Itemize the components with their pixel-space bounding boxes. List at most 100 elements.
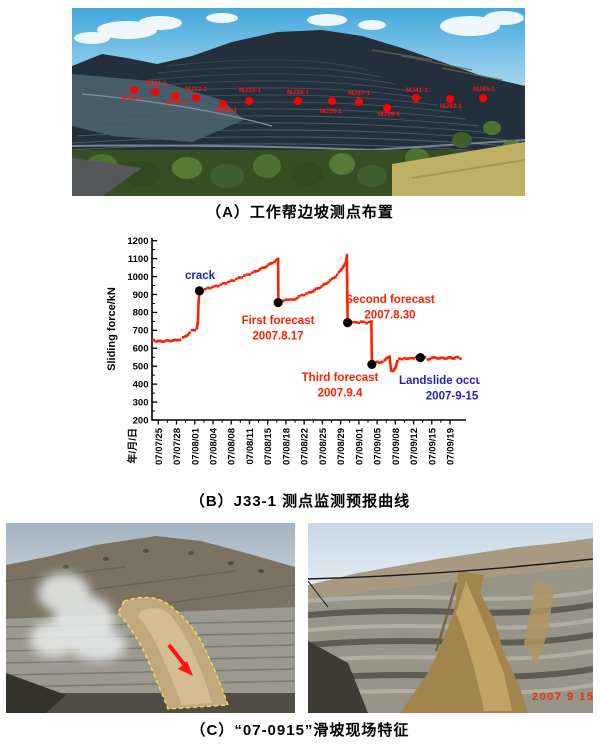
data-marker (273, 260, 276, 264)
data-marker (346, 298, 349, 301)
data-marker (196, 322, 199, 326)
data-marker (388, 355, 391, 358)
annotation-text: 2007.8.30 (364, 310, 415, 322)
annotation-text: 2007.9.4 (318, 388, 363, 400)
bench-line (72, 143, 525, 155)
landslide-overview-svg (6, 523, 295, 713)
data-marker (227, 280, 230, 284)
y-tick-label: 1000 (127, 272, 148, 283)
annotation-text: Third forecast (302, 372, 379, 384)
data-marker (186, 333, 190, 337)
crack-dot (194, 286, 205, 296)
data-marker (334, 275, 337, 279)
monitoring-point-dot (479, 94, 487, 102)
data-marker (196, 313, 200, 317)
monitoring-point-dot (412, 94, 420, 102)
monitoring-point-label: MJ34-1 (287, 89, 309, 96)
data-marker (151, 338, 155, 342)
data-marker (196, 318, 200, 321)
data-marker (195, 324, 199, 328)
x-axis-title: 年/月/日 (126, 428, 139, 464)
data-marker (396, 359, 399, 363)
annotation-text: 2007.8.17 (252, 331, 303, 343)
haul-road (72, 139, 525, 152)
data-marker (398, 357, 401, 360)
monitoring-point-label: MJ37-1 (348, 90, 370, 97)
y-tick-label: 1200 (127, 236, 148, 247)
x-tick-label: 07/09/05 (373, 427, 384, 465)
data-marker (346, 309, 349, 313)
x-tick-label: 07/09/08 (391, 428, 402, 465)
x-tick-label: 07/09/15 (427, 427, 438, 465)
event-dots (194, 286, 425, 370)
data-marker (300, 293, 303, 297)
panel-c-right-photo: 2007 9 15 (308, 523, 593, 713)
data-marker (388, 357, 392, 361)
data-marker (412, 357, 415, 360)
data-marker (240, 276, 243, 279)
data-marker (268, 262, 272, 265)
gully-shadow (434, 582, 458, 652)
data-marker (370, 333, 373, 337)
data-marker (188, 331, 191, 335)
bench-line (157, 66, 382, 78)
data-marker (345, 261, 349, 264)
data-marker (196, 311, 200, 314)
data-marker (277, 294, 280, 298)
data-marker (409, 356, 413, 360)
data-marker (345, 279, 349, 283)
data-marker (178, 338, 182, 342)
data-marker (276, 262, 280, 266)
x-tick-label: 07/08/18 (281, 428, 292, 465)
data-marker (436, 357, 439, 360)
data-marker (357, 321, 361, 325)
data-marker (216, 284, 220, 288)
data-marker (271, 261, 274, 265)
x-tick-label: 07/09/19 (446, 428, 457, 465)
monitoring-point-dot (130, 86, 138, 94)
x-tick-label: 07/08/11 (245, 427, 256, 464)
first-forecast-dot (273, 297, 283, 308)
data-marker (375, 360, 379, 364)
data-marker (248, 273, 251, 276)
data-marker (345, 268, 349, 271)
x-axis: 07/07/25 07/07/28 07/08/01 07/08/04 07/08/08… (154, 420, 457, 465)
data-marker (222, 281, 225, 285)
monitoring-point-dot (171, 92, 179, 100)
data-marker (370, 351, 374, 355)
data-marker (211, 285, 215, 289)
smoke-plume (30, 573, 126, 661)
monitoring-point-dot (383, 104, 391, 112)
data-marker (345, 281, 349, 285)
data-marker (346, 293, 349, 297)
y-tick-label: 300 (133, 397, 149, 408)
data-marker (407, 357, 410, 360)
bench-line (6, 680, 295, 688)
data-marker (197, 297, 201, 301)
data-marker (345, 274, 349, 278)
data-marker (193, 328, 197, 332)
data-marker (302, 293, 306, 297)
data-marker (380, 360, 384, 364)
data-marker (197, 309, 200, 312)
data-marker (346, 312, 349, 315)
monitoring-point-label: MJ22-1 (166, 99, 188, 106)
x-tick-label: 07/08/08 (227, 428, 238, 465)
bench-curve-1 (81, 93, 273, 127)
data-marker (284, 298, 288, 301)
data-marker (197, 295, 201, 299)
data-marker (459, 357, 462, 360)
data-marker (276, 285, 280, 288)
panel-b-caption: （B）J33-1 测点监测预报曲线 (189, 493, 411, 510)
data-marker (209, 286, 212, 290)
data-marker (206, 286, 210, 290)
data-marker (196, 315, 200, 319)
monitoring-point-label: MJ36-1 (320, 108, 342, 115)
data-marker (370, 356, 374, 359)
data-marker (370, 327, 373, 330)
power-line-drop (308, 580, 329, 608)
data-marker (276, 280, 280, 284)
monitoring-point-dot (151, 88, 159, 96)
monitoring-points: MJ20-1 MJ21-1 MJ22-1 MJ23-1 MJ32-1 MJ33-1 MJ34… (121, 80, 495, 118)
data-marker (367, 320, 371, 324)
